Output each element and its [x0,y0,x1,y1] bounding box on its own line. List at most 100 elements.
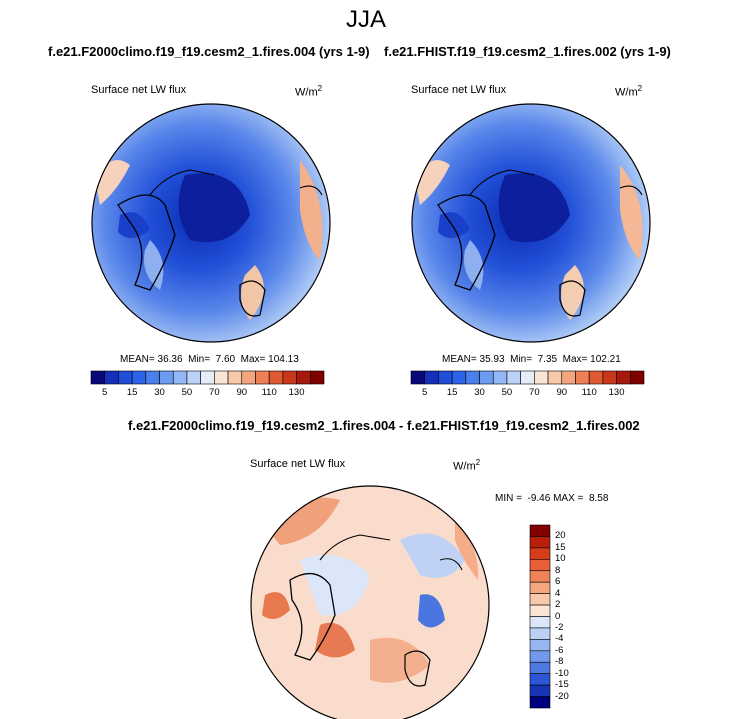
panel-1-title: f.e21.F2000climo.f19_f19.cesm2_1.fires.0… [48,44,370,59]
colorbar-tick-label: 8 [555,564,561,576]
colorbar-tick-label: 90 [236,387,248,398]
colorbar-tick-label: -20 [555,690,569,702]
colorbar-swatch [506,370,521,385]
colorbar-swatch [451,370,467,385]
panel-1-units: W/m2 [295,84,323,99]
colorbar-swatch [492,370,508,385]
colorbar-swatch [104,370,119,385]
panel-1-variable-label: Surface net LW flux [91,84,187,96]
colorbar-swatch [529,536,551,549]
colorbar-tick-label: 10 [555,553,566,565]
colorbar-swatch [186,370,201,385]
colorbar-swatch [547,370,563,385]
colorbar-swatch [561,370,576,385]
colorbar-swatch [520,370,535,385]
colorbar-swatch [309,370,325,385]
diff-title: f.e21.F2000climo.f19_f19.cesm2_1.fires.0… [128,418,640,433]
map-panel-2 [411,103,651,343]
colorbar-diff [529,524,551,709]
colorbar-swatch [616,370,631,385]
colorbar-tick-label: 70 [209,387,220,398]
colorbar-swatch [296,370,311,385]
colorbar-swatch [424,370,439,385]
colorbar-tick-label: 5 [102,387,108,398]
colorbar-swatch [588,370,604,385]
colorbar-tick-label: 50 [181,387,193,398]
diff-stats: MIN = -9.46 MAX = 8.58 [495,493,609,504]
colorbar-tick-label: -4 [555,633,564,645]
colorbar-swatch [145,370,160,385]
colorbar-tick-label: 6 [555,576,561,588]
colorbar-tick-label: 4 [555,587,561,599]
colorbar-swatch [529,696,551,709]
colorbar-swatch [255,370,270,385]
colorbar-swatch [529,684,551,697]
colorbar-swatch [529,627,551,640]
colorbar-tick-label: 5 [422,387,428,398]
diff-units: W/m2 [453,458,481,473]
colorbar-swatch [410,370,426,385]
colorbar-tick-label: 0 [555,610,561,622]
colorbar-swatch [529,593,551,606]
colorbar-tick-label: 90 [556,387,568,398]
page-title: JJA [345,6,386,33]
colorbar-tick-label: -6 [555,644,564,656]
panel-2-variable-label: Surface net LW flux [411,84,507,96]
colorbar-swatch [529,547,551,560]
colorbar-swatch [227,370,243,385]
colorbar-swatch [438,370,453,385]
colorbar-swatch [575,370,590,385]
panel-2-title: f.e21.FHIST.f19_f19.cesm2_1.fires.002 (y… [384,44,671,59]
colorbar-swatch [118,370,133,385]
colorbar-tick-label: -10 [555,667,569,679]
colorbar-tick-label: 30 [154,387,165,398]
colorbar-swatch [159,370,174,385]
colorbar-tick-label: -15 [555,679,569,691]
colorbar-tick-label: -8 [555,656,564,668]
colorbar-tick-label: 15 [126,387,138,398]
colorbar-swatch [602,370,617,385]
colorbar-tick-label: 110 [261,387,277,398]
map-panel-1 [91,103,331,343]
colorbar-swatch [268,370,284,385]
colorbar-swatch [241,370,256,385]
colorbar-swatch [529,616,551,629]
colorbar-tick-label: 70 [529,387,540,398]
colorbar-swatch [629,370,645,385]
colorbar-tick-label: 130 [608,387,625,398]
colorbar-swatch [131,370,147,385]
colorbar-tick-label: 110 [581,387,597,398]
colorbar-swatch [529,604,551,617]
colorbar-panel-1 [90,370,325,385]
colorbar-swatch [529,650,551,663]
colorbar-swatch [465,370,480,385]
colorbar-swatch [529,673,551,686]
colorbar-tick-label: 50 [501,387,513,398]
colorbar-swatch [529,559,551,572]
panel-2-stats: MEAN= 35.93 Min= 7.35 Max= 102.21 [442,354,621,365]
colorbar-tick-label: -2 [555,621,564,633]
colorbar-swatch [529,661,551,674]
colorbar-swatch [529,524,551,537]
colorbar-tick-label: 2 [555,599,561,611]
colorbar-tick-label: 30 [474,387,485,398]
colorbar-swatch [90,370,106,385]
panel-2-units: W/m2 [615,84,643,99]
colorbar-panel-2 [410,370,645,385]
colorbar-swatch [529,570,551,583]
diff-variable-label: Surface net LW flux [250,458,346,470]
colorbar-swatch [200,370,215,385]
colorbar-tick-label: 15 [446,387,458,398]
colorbar-swatch [529,639,551,652]
colorbar-tick-label: 20 [555,530,566,542]
colorbar-tick-label: 130 [288,387,305,398]
panel-1-stats: MEAN= 36.36 Min= 7.60 Max= 104.13 [120,354,299,365]
colorbar-swatch [282,370,297,385]
colorbar-swatch [479,370,494,385]
colorbar-swatch [214,370,229,385]
map-panel-diff [250,485,490,719]
colorbar-swatch [529,581,551,594]
colorbar-swatch [172,370,188,385]
colorbar-swatch [534,370,549,385]
